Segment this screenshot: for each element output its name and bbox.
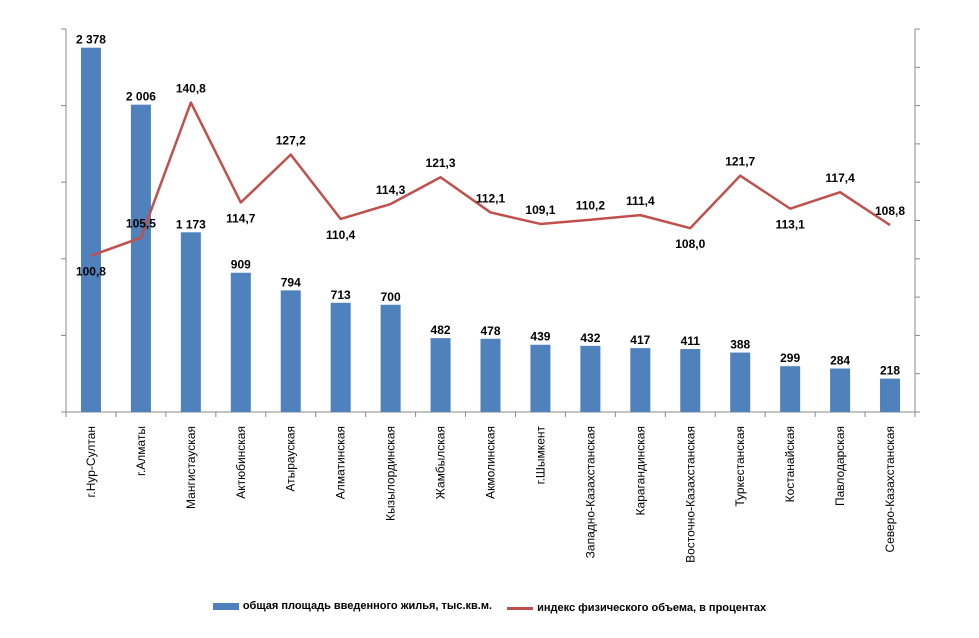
bar (180, 232, 201, 412)
bar (380, 304, 401, 412)
bars (80, 47, 901, 413)
bar-data-label: 713 (331, 288, 351, 302)
bar-data-label: 909 (231, 258, 251, 272)
category-label: Акмолинская (484, 426, 498, 499)
bar-data-label: 218 (880, 364, 900, 378)
line-data-label: 114,7 (226, 211, 256, 225)
bar (580, 345, 601, 412)
category-label: Алматинская (334, 426, 348, 499)
bar-data-label: 388 (730, 338, 750, 352)
bar-data-label: 482 (431, 323, 451, 337)
line-data-label: 117,4 (825, 171, 855, 185)
line-data-label: 113,1 (775, 218, 805, 232)
line-data-label: 127,2 (276, 134, 306, 148)
line-data-label: 114,3 (376, 183, 406, 197)
category-label: Туркестанская (733, 426, 747, 507)
bar (680, 349, 701, 412)
legend-label-line: индекс физического объема, в процентах (537, 602, 767, 614)
category-label: г.Шымкент (533, 426, 547, 485)
bar (130, 104, 151, 413)
category-label: Западно-Казахстанская (583, 426, 597, 558)
bar-data-label: 284 (830, 353, 850, 367)
category-label: г.Нур-Султан (84, 426, 98, 498)
category-label: Актюбинская (234, 426, 248, 499)
bar-data-label: 411 (681, 334, 701, 348)
bar (730, 352, 751, 412)
legend-item-bars: общая площадь введенного жилья, тыс.кв.м… (212, 600, 493, 612)
line-data-label: 108,8 (875, 204, 905, 218)
category-label: Атырауская (284, 426, 298, 492)
bar (630, 348, 651, 412)
bar-data-label: 478 (480, 324, 500, 338)
category-label: Карагандинская (633, 426, 647, 515)
category-label: г.Алматы (134, 426, 148, 476)
line-data-label: 110,2 (576, 199, 606, 213)
bar (230, 272, 251, 412)
category-labels: г.Нур-Султан г.Алматы Мангистауская Актюбин… (84, 426, 897, 563)
data-labels: 2 378 2 006 1 173 909 794 713 700 482 478 439 432 4… (76, 33, 905, 378)
bar-data-label: 2 006 (126, 90, 156, 104)
category-label: Жамбылская (434, 426, 448, 499)
chart: 2 378 2 006 1 173 909 794 713 700 482 478 439 432 4… (61, 28, 920, 563)
category-label: Костанайская (783, 426, 797, 502)
bar (80, 47, 101, 412)
legend-label-bars: общая площадь введенного жилья, тыс.кв.м… (242, 600, 493, 612)
line-data-label: 105,5 (126, 217, 156, 231)
bar (430, 338, 451, 412)
line-data-label: 140,8 (176, 82, 206, 96)
legend: общая площадь введенного жилья, тыс.кв.м… (0, 600, 979, 614)
bar (880, 378, 901, 412)
legend-item-line: индекс физического объема, в процентах (507, 602, 766, 614)
bar-data-label: 794 (281, 275, 301, 289)
series-line (90, 101, 891, 257)
category-label: Восточно-Казахстанская (683, 426, 697, 563)
line-data-label: 111,4 (626, 194, 655, 208)
category-label: Мангистауская (184, 426, 198, 509)
bar (480, 338, 501, 412)
bar-data-label: 417 (630, 333, 650, 347)
bar (830, 368, 851, 412)
line-data-label: 121,7 (725, 155, 755, 169)
line-layer (90, 101, 891, 257)
bar-data-label: 432 (580, 331, 600, 345)
legend-swatch-line (507, 606, 534, 610)
bar-data-label: 299 (780, 351, 800, 365)
bar-data-label: 439 (530, 330, 550, 344)
category-label: Северо-Казахстанская (883, 426, 897, 553)
bar (330, 302, 351, 412)
line-data-label: 108,0 (675, 237, 705, 251)
bar-data-label: 2 378 (76, 33, 106, 47)
category-label: Кызылординская (384, 426, 398, 521)
legend-swatch-bars (212, 602, 239, 610)
category-label: Павлодарская (833, 426, 847, 506)
bar-data-label: 700 (381, 290, 401, 304)
bar (280, 290, 301, 412)
bar (780, 366, 801, 412)
line-data-label: 121,3 (426, 156, 456, 170)
line-data-label: 110,4 (326, 228, 356, 242)
line-data-label: 109,1 (525, 203, 555, 217)
bar-data-label: 1 173 (176, 217, 206, 231)
bar (530, 344, 551, 412)
line-data-label: 112,1 (476, 191, 506, 205)
line-data-label: 100,8 (76, 265, 106, 279)
